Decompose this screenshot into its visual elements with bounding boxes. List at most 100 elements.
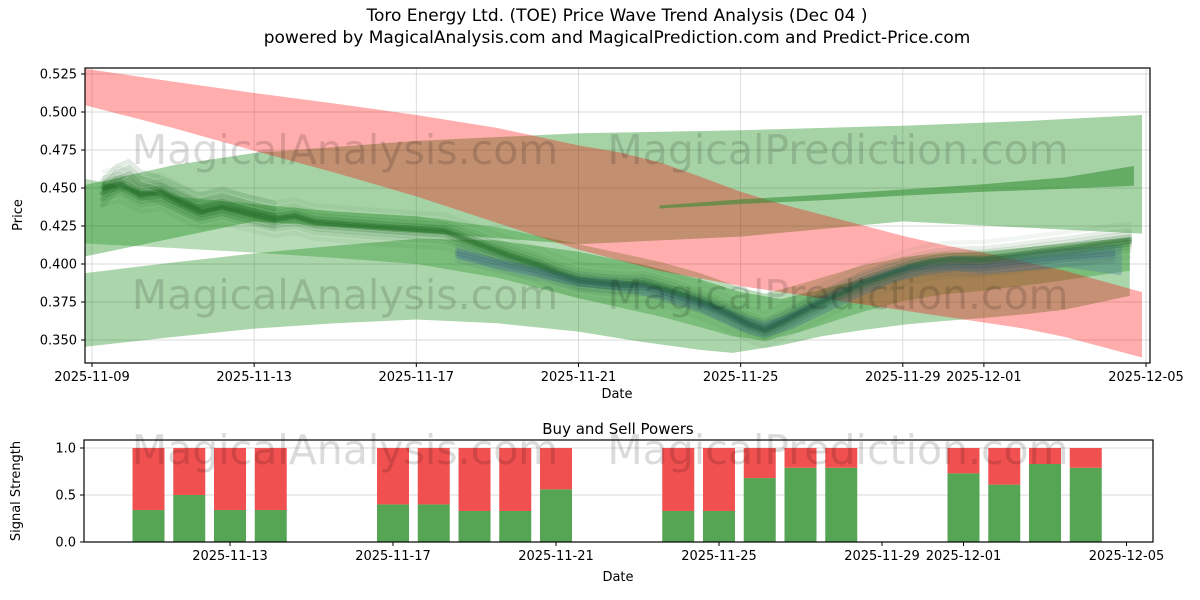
watermark-magicalprediction: MagicalPrediction.com bbox=[607, 426, 1068, 474]
trend-ensemble-green bbox=[101, 188, 1133, 340]
x-tick-label: 2025-11-29 bbox=[844, 549, 920, 564]
sell-power-bar bbox=[825, 448, 858, 468]
signal-chart-plot bbox=[132, 448, 1102, 542]
x-tick-label: 2025-11-09 bbox=[54, 370, 130, 385]
watermark-magicalanalysis: MagicalAnalysis.com bbox=[132, 271, 559, 319]
x-tick-label: 2025-11-21 bbox=[541, 370, 617, 385]
buy-power-bar bbox=[377, 504, 409, 542]
trend-ensemble-green bbox=[101, 178, 1133, 329]
buy-power-bar bbox=[703, 510, 735, 542]
y-tick-label: 0.0 bbox=[55, 536, 76, 551]
buy-power-bar bbox=[417, 504, 450, 542]
y-tick-label: 0.400 bbox=[40, 258, 77, 273]
sell-power-bar bbox=[1069, 448, 1102, 468]
trend-knot-green bbox=[99, 171, 277, 218]
buy-power-bar bbox=[254, 510, 287, 542]
buy-power-bar bbox=[947, 473, 980, 542]
signal-chart-border bbox=[83, 439, 1154, 543]
sell-power-bar bbox=[417, 448, 450, 505]
x-tick-label: 2025-11-21 bbox=[518, 549, 594, 564]
trend-ensemble-green bbox=[101, 183, 1133, 334]
y-tick-label: 0.500 bbox=[40, 106, 77, 121]
trend-ensemble-green bbox=[101, 165, 1133, 316]
trend-ensemble-green bbox=[101, 175, 1133, 326]
bullish-upper-fan bbox=[85, 115, 1143, 257]
trend-ensemble-blue bbox=[454, 248, 1116, 328]
sell-power-bar bbox=[743, 448, 776, 479]
top-date-axis-label: Date bbox=[601, 387, 632, 402]
sell-power-bar bbox=[214, 448, 246, 511]
trend-ensemble-green bbox=[101, 185, 1133, 337]
buy-power-bar bbox=[1069, 467, 1102, 542]
bearish-red-band bbox=[85, 68, 1143, 358]
watermark-magicalanalysis: MagicalAnalysis.com bbox=[132, 426, 559, 474]
x-tick-label: 2025-11-17 bbox=[379, 370, 455, 385]
watermark-layer: MagicalAnalysis.com MagicalPrediction.com… bbox=[132, 126, 1069, 474]
buy-power-bar bbox=[458, 510, 491, 542]
bullish-mid-band bbox=[85, 178, 1130, 341]
sell-power-bar bbox=[1029, 448, 1061, 464]
buy-power-bar bbox=[499, 510, 532, 542]
sell-power-bar bbox=[947, 448, 980, 474]
y-tick-label: 0.350 bbox=[40, 334, 77, 349]
buy-power-bar bbox=[662, 510, 695, 542]
x-tick-label: 2025-11-13 bbox=[216, 370, 292, 385]
buy-power-bar bbox=[132, 510, 165, 542]
buy-power-bar bbox=[743, 478, 776, 542]
watermark-magicalprediction: MagicalPrediction.com bbox=[607, 126, 1068, 174]
x-tick-label: 2025-11-13 bbox=[192, 549, 268, 564]
y-tick-label: 1.0 bbox=[55, 442, 76, 457]
bottom-date-axis-label: Date bbox=[602, 570, 633, 585]
buy-power-bar bbox=[540, 489, 572, 542]
trend-ensemble-blue bbox=[454, 251, 1116, 331]
sell-power-bar bbox=[254, 448, 287, 511]
y-tick-label: 0.5 bbox=[55, 489, 76, 504]
sell-power-bar bbox=[132, 448, 165, 511]
trend-ensemble-green bbox=[101, 171, 1133, 322]
x-tick-label: 2025-12-05 bbox=[1108, 370, 1184, 385]
trend-ensemble-blue bbox=[454, 243, 1116, 323]
trend-knot-green bbox=[99, 183, 277, 230]
sell-power-bar bbox=[499, 448, 532, 511]
buy-power-bar bbox=[784, 467, 817, 542]
y-tick-label: 0.450 bbox=[40, 182, 77, 197]
buy-power-bar bbox=[988, 484, 1021, 542]
trend-ensemble-green bbox=[101, 192, 1133, 344]
sell-power-bar bbox=[173, 448, 206, 495]
price-axis-label: Price bbox=[11, 199, 26, 231]
sell-power-bar bbox=[703, 448, 735, 511]
y-tick-label: 0.375 bbox=[40, 296, 77, 311]
bottom-chart-title: Buy and Sell Powers bbox=[542, 420, 694, 438]
watermark-magicalprediction: MagicalPrediction.com bbox=[607, 271, 1068, 319]
x-tick-label: 2025-12-01 bbox=[926, 549, 1002, 564]
x-tick-label: 2025-11-17 bbox=[355, 549, 431, 564]
x-tick-label: 2025-12-05 bbox=[1089, 549, 1165, 564]
signal-chart-axes: 2025-11-13 2025-11-17 2025-11-21 2025-11-25… bbox=[55, 439, 1165, 564]
y-tick-label: 0.475 bbox=[40, 144, 77, 159]
bullish-lower-fan bbox=[85, 238, 1130, 353]
median-green-stripe bbox=[659, 166, 1134, 209]
trend-ensemble-blue bbox=[454, 254, 1116, 334]
sell-power-bar bbox=[662, 448, 695, 511]
signal-strength-axis-label: Signal Strength bbox=[9, 441, 24, 541]
trend-ensemble-blue bbox=[454, 259, 1116, 339]
buy-power-bar bbox=[825, 467, 858, 542]
price-chart-axes: 2025-11-09 2025-11-13 2025-11-17 2025-11-21… bbox=[40, 67, 1184, 385]
trend-ensemble-green bbox=[101, 198, 1133, 350]
buy-power-bar bbox=[214, 510, 246, 542]
trend-knot-green bbox=[99, 177, 277, 224]
price-chart-border bbox=[84, 67, 1151, 364]
x-tick-label: 2025-11-25 bbox=[681, 549, 757, 564]
sell-power-bar bbox=[988, 448, 1021, 485]
buy-power-bar bbox=[173, 495, 206, 542]
price-chart-plot bbox=[85, 68, 1143, 358]
trend-knot-green bbox=[99, 165, 277, 212]
page-title: Toro Energy Ltd. (TOE) Price Wave Trend … bbox=[365, 6, 867, 26]
forecast-blue-band bbox=[456, 244, 1122, 338]
x-tick-label: 2025-11-29 bbox=[865, 370, 941, 385]
sell-power-bar bbox=[377, 448, 409, 505]
sell-power-bar bbox=[458, 448, 491, 511]
watermark-magicalanalysis: MagicalAnalysis.com bbox=[132, 126, 559, 174]
